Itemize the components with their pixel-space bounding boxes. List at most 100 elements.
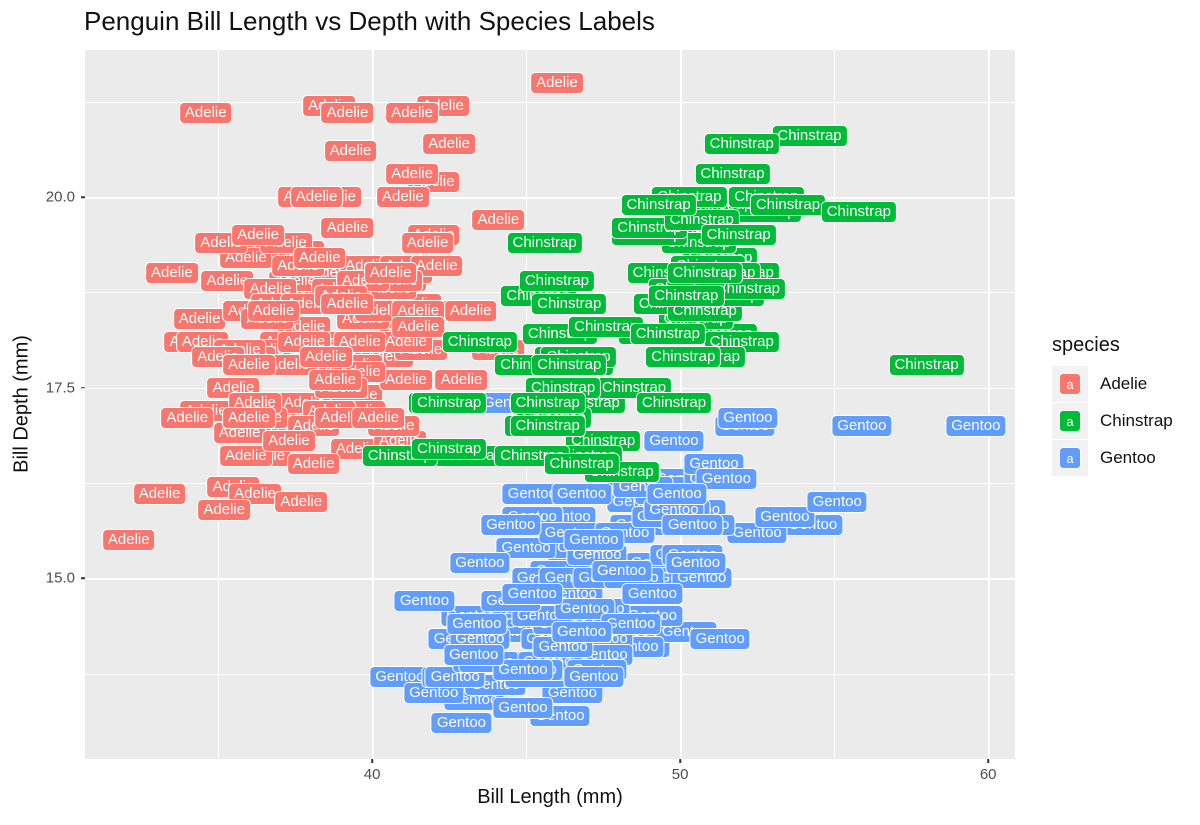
point-label-chinstrap: Chinstrap (635, 391, 713, 414)
legend-title: species (1052, 334, 1120, 356)
gridline-major-h (85, 197, 1015, 199)
gridline-minor-v (834, 50, 835, 759)
point-label-adelie: Adelie (292, 247, 347, 270)
point-label-adelie: Adelie (231, 224, 285, 247)
point-label-adelie: Adelie (274, 491, 329, 514)
point-label-gentoo: Gentoo (393, 590, 456, 613)
key-glyph: a (1066, 450, 1074, 466)
y-tick-mark (81, 196, 85, 198)
y-tick-label: 15.0 (45, 569, 75, 587)
point-label-gentoo: Gentoo (449, 552, 511, 575)
point-label-chinstrap: Chinstrap (629, 323, 706, 346)
y-tick-label: 17.5 (45, 379, 75, 397)
key-glyph: a (1066, 376, 1074, 392)
plot-title: Penguin Bill Length vs Depth with Specie… (84, 6, 655, 36)
gridline-major-v (988, 50, 990, 759)
point-label-chinstrap: Chinstrap (531, 353, 608, 376)
point-label-adelie: Adelie (145, 262, 199, 285)
legend-key: a (1052, 403, 1088, 439)
point-label-gentoo: Gentoo (664, 552, 727, 575)
gentoo-swatch-icon: a (1059, 447, 1081, 469)
point-label-adelie: Adelie (200, 269, 255, 292)
point-label-adelie: Adelie (385, 163, 439, 186)
point-label-chinstrap: Chinstrap (620, 193, 697, 216)
plot-panel: Adelie Adelie Adelie Adelie Adelie Adelie Adel… (85, 50, 1015, 759)
legend-items: a Adelie a Chinstrap a Gentoo (1052, 366, 1173, 476)
x-tick-label: 40 (363, 766, 381, 783)
point-label-gentoo: Gentoo (621, 582, 684, 605)
point-label-chinstrap: Chinstrap (509, 414, 586, 437)
point-label-adelie: Adelie (246, 300, 301, 323)
point-label-adelie: Adelie (323, 140, 378, 163)
point-label-adelie: Adelie (409, 254, 464, 277)
key-glyph: a (1066, 413, 1074, 429)
point-label-adelie: Adelie (172, 308, 227, 331)
point-label-gentoo: Gentoo (717, 407, 779, 430)
point-label-adelie: Adelie (379, 369, 433, 392)
x-tick-mark (371, 759, 373, 763)
legend-label-gentoo: Gentoo (1100, 448, 1156, 467)
x-axis: 40 50 60 (85, 759, 1015, 799)
point-label-chinstrap: Chinstrap (694, 163, 771, 186)
point-label-chinstrap: Chinstrap (645, 346, 722, 369)
legend-label-chinstrap: Chinstrap (1100, 411, 1173, 430)
y-tick-mark (81, 386, 85, 389)
point-label-adelie: Adelie (363, 262, 418, 285)
point-label-gentoo: Gentoo (600, 613, 662, 636)
point-label-adelie: Adelie (391, 315, 446, 338)
x-tick-label: 50 (671, 766, 689, 783)
x-tick-mark (679, 759, 681, 763)
point-label-adelie: Adelie (218, 445, 273, 468)
point-label-adelie: Adelie (320, 102, 375, 125)
point-label-chinstrap: Chinstrap (749, 193, 827, 216)
gridline-minor-h (85, 483, 1015, 484)
point-label-chinstrap: Chinstrap (441, 330, 519, 353)
y-axis-title: Bill Depth (mm) (10, 335, 33, 473)
point-label-adelie: Adelie (308, 369, 362, 392)
point-label-adelie: Adelie (422, 132, 476, 155)
point-label-gentoo: Gentoo (643, 430, 705, 453)
point-label-adelie: Adelie (222, 407, 276, 430)
point-label-gentoo: Gentoo (591, 559, 653, 582)
point-label-chinstrap: Chinstrap (648, 285, 725, 308)
point-label-adelie: Adelie (101, 529, 156, 552)
point-label-adelie: Adelie (262, 430, 316, 453)
point-label-adelie: Adelie (320, 216, 375, 239)
point-label-chinstrap: Chinstrap (543, 452, 620, 475)
gridline-minor-h (85, 101, 1015, 103)
point-label-gentoo: Gentoo (563, 666, 625, 689)
point-label-chinstrap: Chinstrap (888, 353, 965, 376)
point-label-gentoo: Gentoo (695, 468, 757, 491)
point-label-gentoo: Gentoo (501, 582, 563, 605)
point-label-gentoo: Gentoo (430, 712, 493, 735)
point-label-gentoo: Gentoo (945, 414, 1007, 437)
point-label-gentoo: Gentoo (550, 620, 613, 643)
point-label-gentoo: Gentoo (754, 506, 816, 529)
point-label-chinstrap: Chinstrap (518, 269, 596, 292)
point-label-gentoo: Gentoo (689, 628, 751, 651)
point-label-adelie: Adelie (400, 231, 455, 254)
point-label-adelie: Adelie (320, 292, 375, 315)
point-label-adelie: Adelie (222, 353, 276, 376)
adelie-swatch-icon: a (1059, 373, 1081, 395)
legend-item-chinstrap: a Chinstrap (1052, 403, 1173, 439)
x-tick-label: 60 (979, 766, 997, 783)
point-label-chinstrap: Chinstrap (411, 437, 488, 460)
x-axis-title: Bill Length (mm) (477, 786, 623, 808)
point-label-chinstrap: Chinstrap (531, 292, 608, 315)
point-label-gentoo: Gentoo (492, 696, 554, 719)
chinstrap-swatch-icon: a (1059, 410, 1081, 432)
point-label-adelie: Adelie (160, 407, 215, 430)
point-label-gentoo: Gentoo (831, 414, 893, 437)
point-label-chinstrap: Chinstrap (666, 262, 743, 285)
legend-key: a (1052, 440, 1088, 476)
point-label-gentoo: Gentoo (480, 513, 542, 536)
point-label-adelie: Adelie (351, 407, 406, 430)
point-label-chinstrap: Chinstrap (703, 132, 780, 155)
legend-item-adelie: a Adelie (1052, 366, 1173, 402)
point-label-gentoo: Gentoo (501, 483, 563, 506)
point-label-adelie: Adelie (385, 102, 439, 125)
point-label-gentoo: Gentoo (443, 643, 505, 666)
legend: species a Adelie a Chinstrap a Gentoo (1052, 334, 1173, 477)
